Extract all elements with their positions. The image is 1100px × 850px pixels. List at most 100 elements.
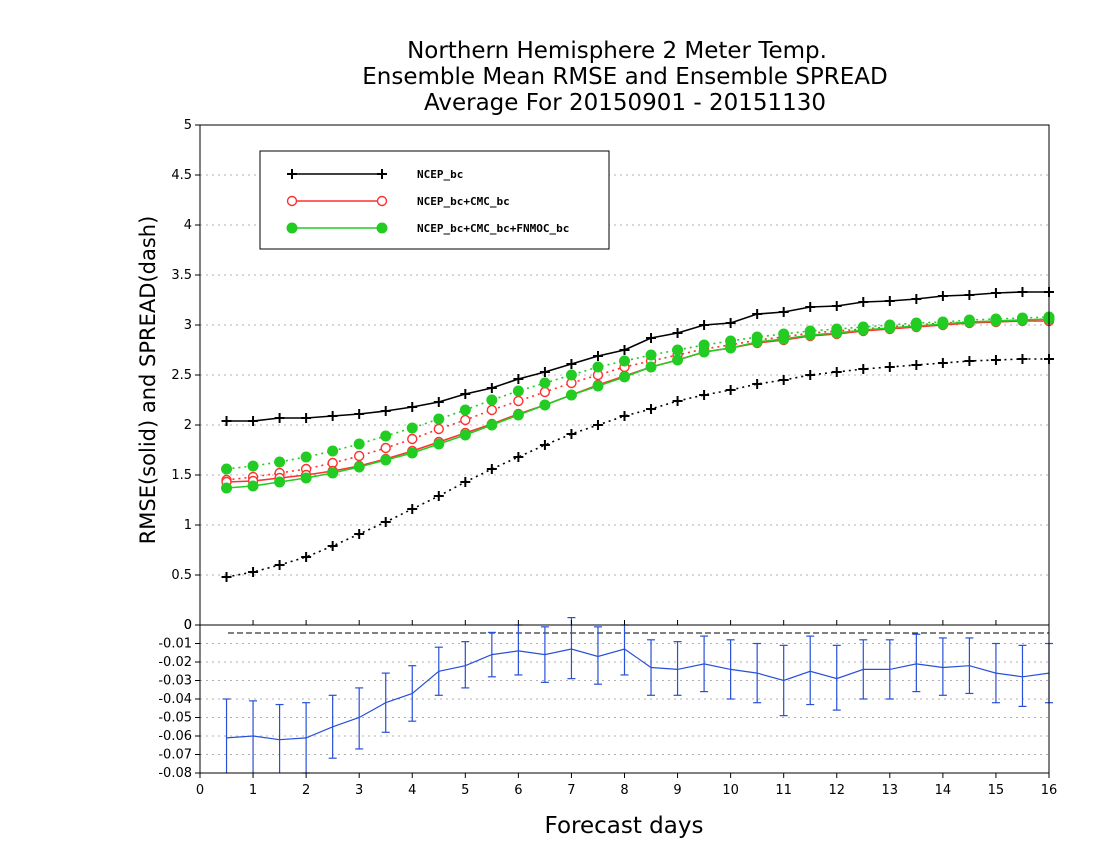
legend-box bbox=[259, 150, 610, 250]
series-rmse-0 bbox=[221, 287, 1054, 426]
data-point bbox=[433, 438, 445, 450]
data-point bbox=[990, 315, 1002, 327]
data-point bbox=[990, 288, 1001, 298]
data-point bbox=[672, 396, 683, 406]
bottom-panel-grid bbox=[200, 632, 1049, 755]
data-point bbox=[433, 491, 444, 501]
data-point bbox=[460, 477, 471, 487]
bottom-y-tick-label: -0.01 bbox=[158, 637, 192, 652]
x-tick-label: 1 bbox=[249, 783, 257, 798]
data-point bbox=[566, 359, 577, 369]
bottom-y-tick-label: -0.07 bbox=[158, 748, 192, 763]
data-point bbox=[539, 386, 551, 398]
legend-label: NCEP_bc+CMC_bc bbox=[417, 195, 510, 208]
bottom-y-tick-label: -0.06 bbox=[158, 729, 192, 744]
bottom-panel-series bbox=[222, 616, 1053, 774]
data-point bbox=[937, 291, 948, 301]
data-point bbox=[459, 429, 471, 441]
data-point bbox=[592, 380, 604, 392]
data-point bbox=[486, 464, 497, 474]
data-point bbox=[963, 316, 975, 328]
data-point bbox=[512, 409, 524, 421]
data-point bbox=[752, 309, 763, 319]
data-point bbox=[592, 361, 604, 373]
x-tick-label: 9 bbox=[673, 783, 681, 798]
data-point bbox=[778, 333, 790, 345]
data-point bbox=[221, 416, 232, 426]
title-line-1: Northern Hemisphere 2 Meter Temp. bbox=[407, 38, 827, 64]
x-tick-label: 6 bbox=[514, 783, 522, 798]
data-point bbox=[486, 383, 497, 393]
data-point bbox=[566, 429, 577, 439]
x-tick-label: 0 bbox=[196, 783, 204, 798]
bottom-y-tick-label: -0.04 bbox=[158, 692, 192, 707]
legend: NCEP_bc NCEP_bc+CMC_bc NCEP_bc+CMC_bc+FNMO… bbox=[259, 150, 610, 250]
data-point bbox=[672, 354, 684, 366]
series-spread-3 bbox=[221, 313, 1055, 486]
x-axis-label: Forecast days bbox=[545, 813, 704, 839]
data-point bbox=[645, 361, 657, 373]
data-point bbox=[725, 385, 736, 395]
data-point bbox=[274, 560, 285, 570]
data-point bbox=[433, 413, 445, 425]
data-point bbox=[354, 529, 365, 539]
data-point bbox=[699, 390, 710, 400]
top-y-tick-label: 1.5 bbox=[171, 468, 192, 483]
data-point bbox=[699, 320, 710, 330]
chart-title: Northern Hemisphere 2 Meter Temp. Ensemb… bbox=[362, 38, 887, 116]
data-point bbox=[884, 322, 896, 334]
legend-entry: NCEP_bc bbox=[287, 168, 463, 181]
data-point bbox=[327, 541, 338, 551]
top-y-tick-label: 4.5 bbox=[171, 168, 192, 183]
data-point bbox=[221, 463, 233, 475]
difference-series bbox=[222, 616, 1053, 774]
data-point bbox=[805, 370, 816, 380]
data-point bbox=[380, 517, 391, 527]
x-tick-label: 7 bbox=[567, 783, 575, 798]
data-point bbox=[354, 409, 365, 419]
data-point bbox=[513, 374, 524, 384]
bottom-y-tick-label: 0 bbox=[184, 618, 192, 633]
legend-marker bbox=[287, 169, 297, 179]
bottom-y-axis-ticks: 0 -0.01 -0.02 -0.03 -0.04 -0.05 -0.06 -0.07 -0.0… bbox=[158, 618, 200, 781]
difference-line bbox=[226, 648, 1050, 741]
data-point bbox=[327, 411, 338, 421]
data-point bbox=[539, 399, 551, 411]
data-point bbox=[459, 404, 471, 416]
top-panel-series bbox=[221, 287, 1055, 582]
x-tick-label: 11 bbox=[775, 783, 792, 798]
data-point bbox=[910, 320, 922, 332]
data-point bbox=[407, 433, 418, 445]
data-point bbox=[884, 362, 895, 372]
top-y-tick-label: 2.5 bbox=[171, 368, 192, 383]
x-tick-label: 13 bbox=[882, 783, 899, 798]
bottom-y-tick-label: -0.03 bbox=[158, 674, 192, 689]
data-point bbox=[565, 389, 577, 401]
data-point bbox=[460, 414, 471, 426]
y-axis-label: RMSE(solid) and SPREAD(dash) bbox=[136, 216, 160, 545]
data-point bbox=[592, 420, 603, 430]
x-tick-label: 2 bbox=[302, 783, 310, 798]
data-point bbox=[539, 377, 551, 389]
data-point bbox=[619, 411, 630, 421]
data-point bbox=[274, 476, 286, 488]
legend-marker bbox=[286, 222, 298, 234]
data-point bbox=[433, 423, 444, 435]
x-tick-label: 10 bbox=[722, 783, 739, 798]
data-point bbox=[274, 413, 285, 423]
top-y-tick-label: 4 bbox=[184, 218, 192, 233]
data-point bbox=[301, 552, 312, 562]
data-point bbox=[486, 404, 498, 416]
data-point bbox=[619, 345, 630, 355]
data-point bbox=[990, 355, 1001, 365]
data-point bbox=[698, 346, 710, 358]
data-point bbox=[486, 394, 498, 406]
data-point bbox=[406, 422, 418, 434]
series-line bbox=[226, 320, 1049, 483]
data-point bbox=[407, 402, 418, 412]
x-axis-ticks: 0 1 2 3 4 5 6 7 8 9 10 11 12 13 14 15 16 bbox=[196, 620, 1057, 798]
series-rmse-2 bbox=[221, 315, 1055, 488]
data-point bbox=[937, 318, 949, 330]
data-point bbox=[327, 467, 339, 479]
legend-marker bbox=[286, 195, 298, 207]
